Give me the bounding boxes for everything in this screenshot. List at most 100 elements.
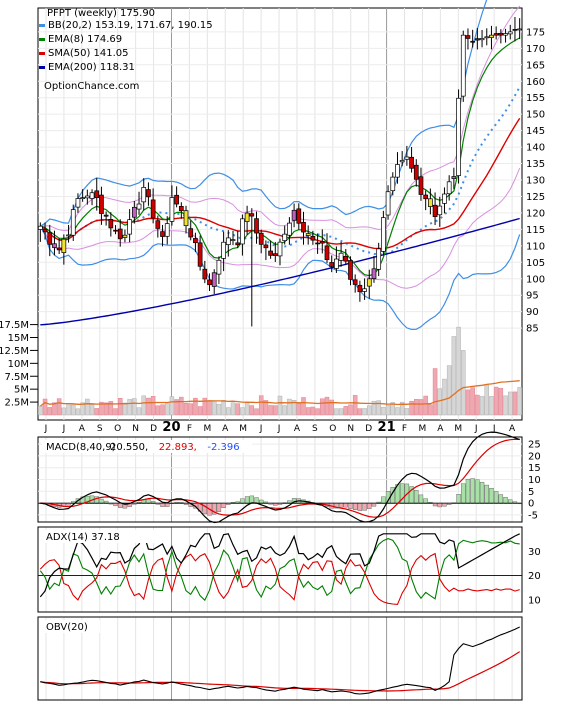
volume-bar: [42, 398, 48, 416]
volume-bar: [404, 408, 410, 416]
candle-body: [348, 260, 353, 280]
candle-body: [498, 32, 504, 36]
macd-y-tick: -5: [528, 510, 538, 521]
x-tick-label: D: [150, 424, 157, 434]
x-tick-label: A: [79, 424, 86, 434]
candle-body: [291, 209, 297, 221]
volume-y-tick: 10M: [8, 359, 29, 370]
volume-bar: [357, 408, 363, 416]
macd-histogram-bar: [287, 500, 292, 504]
candle-body: [376, 248, 382, 270]
candle-body: [160, 231, 165, 237]
price-y-tick: 170: [526, 44, 545, 55]
volume-bar: [174, 399, 179, 416]
candle-body: [61, 238, 67, 253]
candle-body: [174, 194, 179, 205]
macd-histogram-bar: [414, 490, 419, 504]
x-tick-label: J: [62, 424, 66, 434]
candle-body: [489, 34, 494, 38]
candle-body: [338, 252, 344, 261]
volume-bar: [263, 400, 269, 416]
volume-bar: [70, 404, 76, 416]
macd-histogram-bar: [479, 481, 485, 504]
candle-body: [188, 228, 194, 238]
watermark-text: OptionChance.com: [44, 81, 139, 92]
price-y-tick: 105: [526, 258, 545, 269]
candle-body: [503, 33, 508, 36]
candle-body: [282, 233, 288, 241]
volume-bar: [461, 350, 466, 416]
candle-body: [475, 38, 480, 41]
obv-label-backdrop: [42, 620, 100, 633]
x-tick-label: A: [222, 424, 229, 434]
macd-histogram-bar: [202, 502, 208, 515]
legend-swatch: [39, 52, 45, 55]
candle-body: [409, 156, 414, 169]
volume-bar: [489, 396, 494, 416]
candle-body: [399, 160, 405, 163]
volume-bar: [268, 405, 273, 416]
ema200-line: [40, 217, 520, 326]
candle-body: [235, 242, 241, 246]
price-y-tick: 165: [526, 60, 545, 71]
price-y-tick: 150: [526, 110, 545, 121]
candle-body: [371, 268, 377, 280]
macd-histogram-bar: [85, 495, 90, 504]
bollinger-lower-line: [39, 225, 521, 331]
volume-bar: [493, 386, 499, 416]
macd-histogram-bar: [99, 498, 104, 504]
candle-body: [80, 197, 85, 199]
candle-body: [141, 187, 147, 203]
candle-body: [395, 164, 400, 178]
candle-body: [70, 209, 76, 236]
candle-body: [249, 213, 255, 217]
candle-body: [305, 233, 311, 236]
x-tick-label: 21: [378, 420, 396, 435]
candle-body: [324, 245, 330, 261]
macd-value: 22.893,: [159, 442, 197, 453]
macd-histogram-bar: [418, 494, 424, 504]
macd-y-tick: 0: [528, 499, 534, 510]
x-tick-label: M: [239, 424, 247, 434]
candle-body: [413, 164, 419, 180]
macd-histogram-bar: [160, 502, 165, 507]
volume-bar: [164, 403, 170, 416]
x-tick-label: O: [329, 424, 336, 434]
volume-bar: [484, 384, 490, 416]
volume-bar: [117, 397, 123, 416]
candle-body: [418, 176, 424, 195]
candle-body: [169, 197, 175, 222]
volume-bar: [150, 396, 156, 416]
volume-bar: [132, 398, 137, 416]
macd-histogram-bar: [150, 501, 156, 504]
price-y-tick: 90: [526, 307, 539, 318]
volume-bar: [348, 404, 353, 416]
candle-body: [84, 195, 90, 199]
macd-histogram-bar: [484, 484, 489, 504]
candle-body: [451, 176, 457, 179]
price-y-tick: 115: [526, 225, 545, 236]
volume-bar: [94, 408, 99, 416]
volume-bar: [320, 398, 325, 416]
macd-histogram-bar: [240, 498, 245, 504]
volume-bar: [122, 402, 128, 416]
candle-body: [272, 253, 278, 256]
volume-bar: [376, 400, 381, 416]
x-tick-label: S: [312, 424, 318, 434]
volume-bar: [395, 407, 400, 416]
macd-histogram-bar: [493, 491, 499, 504]
legend-entry: SMA(50) 141.05: [48, 48, 129, 59]
volume-bar: [160, 404, 165, 416]
volume-bar: [310, 406, 316, 416]
volume-bar: [456, 326, 461, 416]
volume-bar: [352, 395, 358, 416]
volume-bar: [329, 399, 334, 416]
candle-body: [89, 192, 95, 199]
candle-body: [315, 242, 320, 245]
volume-bar: [315, 408, 320, 416]
x-tick-label: O: [114, 424, 121, 434]
candle-body: [202, 268, 208, 280]
price-y-tick: 130: [526, 176, 545, 187]
x-tick-label: J: [259, 424, 263, 434]
candle-body: [150, 199, 156, 219]
